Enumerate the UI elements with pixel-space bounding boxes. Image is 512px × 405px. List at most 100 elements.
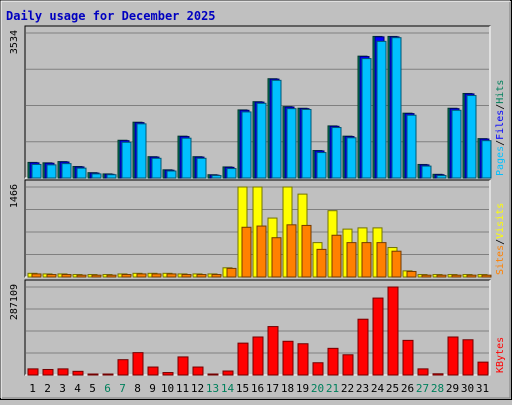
bar-kbytes-kbytes-day-6 bbox=[102, 373, 114, 376]
bar-kbytes-kbytes-day-17 bbox=[267, 326, 279, 376]
x-tick-label-day-31: 31 bbox=[476, 382, 489, 395]
bar-hits-pages-day-15 bbox=[241, 111, 252, 179]
bar-kbytes-kbytes-day-22 bbox=[342, 354, 354, 376]
x-axis-labels: 1 2 3 4 5 6 7 8 9 10 11 12 13 14 15 16 17 18 19 20 21 22 23 24 2… bbox=[29, 382, 489, 395]
bar-kbytes-kbytes-day-1 bbox=[27, 368, 39, 376]
bar-hits-pages-day-10 bbox=[166, 170, 177, 179]
bar-kbytes-kbytes-day-31 bbox=[477, 361, 489, 376]
outer-shadow bbox=[2, 2, 511, 399]
bar-visits-sites-day-30 bbox=[466, 274, 477, 278]
bar-visits-sites-day-9 bbox=[151, 273, 162, 278]
x-tick-label-day-7: 7 bbox=[119, 382, 126, 395]
x-tick-label-day-27: 27 bbox=[416, 382, 429, 395]
bar-hits-pages-day-18 bbox=[286, 108, 297, 179]
bar-kbytes-kbytes-day-18 bbox=[282, 340, 294, 376]
x-tick-label-day-2: 2 bbox=[44, 382, 51, 395]
panel-kbytes: 287109 KBytes bbox=[9, 279, 506, 376]
x-tick-label-day-26: 26 bbox=[401, 382, 414, 395]
legend-item-sites: Sites bbox=[495, 245, 506, 275]
bar-visits-sites-day-20 bbox=[316, 248, 327, 278]
x-tick-label-day-19: 19 bbox=[296, 382, 309, 395]
bar-hits-pages-day-21 bbox=[331, 127, 342, 179]
bar-kbytes-kbytes-day-20 bbox=[312, 362, 324, 376]
bar-kbytes-kbytes-day-13 bbox=[207, 373, 219, 376]
bar-visits-sites-day-15 bbox=[241, 226, 252, 278]
bar-hits-pages-day-12 bbox=[196, 157, 207, 179]
bar-visits-sites-day-16 bbox=[256, 225, 267, 278]
bar-kbytes-kbytes-day-14 bbox=[222, 370, 234, 376]
bar-visits-sites-day-25 bbox=[391, 250, 402, 278]
x-tick-label-day-15: 15 bbox=[236, 382, 249, 395]
bar-hits-pages-day-13 bbox=[211, 175, 222, 179]
x-tick-label-day-30: 30 bbox=[461, 382, 474, 395]
bar-visits-sites-day-17 bbox=[271, 237, 282, 278]
bar-visits-sites-day-13 bbox=[211, 274, 222, 278]
bar-hits-pages-day-1 bbox=[31, 163, 42, 179]
bar-kbytes-kbytes-day-8 bbox=[132, 352, 144, 376]
x-tick-label-day-14: 14 bbox=[221, 382, 235, 395]
bar-visits-sites-day-31 bbox=[481, 274, 492, 278]
bar-visits-sites-day-7 bbox=[121, 274, 132, 278]
bar-visits-sites-day-1 bbox=[31, 273, 42, 278]
bar-hits-pages-day-19 bbox=[301, 108, 312, 179]
bar-kbytes-kbytes-day-15 bbox=[237, 342, 249, 376]
bar-kbytes-kbytes-day-2 bbox=[42, 368, 54, 376]
bar-hits-pages-day-31 bbox=[481, 140, 492, 179]
bar-kbytes-kbytes-day-26 bbox=[402, 339, 414, 376]
bar-hits-pages-day-23 bbox=[361, 58, 372, 179]
x-tick-label-day-4: 4 bbox=[74, 382, 81, 395]
bar-hits-pages-day-25 bbox=[391, 37, 402, 179]
bar-hits-pages-day-7 bbox=[121, 141, 132, 179]
bar-hits-pages-day-26 bbox=[406, 114, 417, 179]
x-tick-label-day-6: 6 bbox=[104, 382, 111, 395]
bar-visits-sites-day-18 bbox=[286, 224, 297, 278]
x-tick-label-day-1: 1 bbox=[29, 382, 36, 395]
x-tick-label-day-23: 23 bbox=[356, 382, 369, 395]
x-tick-label-day-5: 5 bbox=[89, 382, 96, 395]
bar-hits-pages-day-17 bbox=[271, 79, 282, 179]
bar-visits-sites-day-14 bbox=[226, 267, 237, 278]
x-tick-label-day-9: 9 bbox=[149, 382, 156, 395]
x-tick-label-day-25: 25 bbox=[386, 382, 399, 395]
bar-visits-sites-day-23 bbox=[361, 242, 372, 278]
x-tick-label-day-16: 16 bbox=[251, 382, 264, 395]
bar-hits-pages-day-5 bbox=[91, 173, 102, 179]
bar-kbytes-kbytes-day-21 bbox=[327, 347, 339, 376]
bar-visits-sites-day-6 bbox=[106, 274, 117, 278]
bar-kbytes-kbytes-day-10 bbox=[162, 372, 174, 376]
legend-separator: / bbox=[495, 104, 506, 110]
bar-kbytes-kbytes-day-9 bbox=[147, 366, 159, 376]
bar-hits-pages-day-6 bbox=[106, 174, 117, 179]
legend-item-pages: Pages bbox=[495, 146, 506, 176]
bar-hits-pages-day-9 bbox=[151, 157, 162, 179]
legend-hits: Pages/Files/Hits bbox=[495, 80, 506, 176]
x-tick-label-day-8: 8 bbox=[134, 382, 141, 395]
x-tick-label-day-20: 20 bbox=[311, 382, 324, 395]
x-tick-label-day-12: 12 bbox=[191, 382, 204, 395]
legend-item-hits: Hits bbox=[495, 80, 506, 104]
bar-visits-sites-day-12 bbox=[196, 274, 207, 278]
bar-kbytes-kbytes-day-4 bbox=[72, 370, 84, 376]
legend-item-files: Files bbox=[495, 110, 506, 140]
bar-kbytes-kbytes-day-24 bbox=[372, 297, 384, 376]
legend-separator: / bbox=[495, 140, 506, 146]
bar-kbytes-kbytes-day-25 bbox=[387, 286, 399, 376]
x-tick-label-day-17: 17 bbox=[266, 382, 279, 395]
bar-visits-sites-day-29 bbox=[451, 274, 462, 278]
bar-hits-pages-day-3 bbox=[61, 163, 72, 179]
legend-item-visits: Visits bbox=[495, 203, 506, 239]
bar-visits-sites-day-26 bbox=[406, 270, 417, 278]
bar-hits-pages-day-30 bbox=[466, 95, 477, 179]
bar-visits-sites-day-28 bbox=[436, 274, 447, 278]
bar-kbytes-kbytes-day-28 bbox=[432, 373, 444, 376]
x-tick-label-day-3: 3 bbox=[59, 382, 66, 395]
bar-hits-pages-day-2 bbox=[46, 164, 57, 179]
bar-hits-pages-day-24 bbox=[376, 40, 387, 179]
bar-kbytes-kbytes-day-29 bbox=[447, 336, 459, 376]
bar-visits-sites-day-8 bbox=[136, 273, 147, 278]
bar-kbytes-kbytes-day-30 bbox=[462, 339, 474, 376]
ymax-label-hits: 3534 bbox=[9, 30, 20, 54]
